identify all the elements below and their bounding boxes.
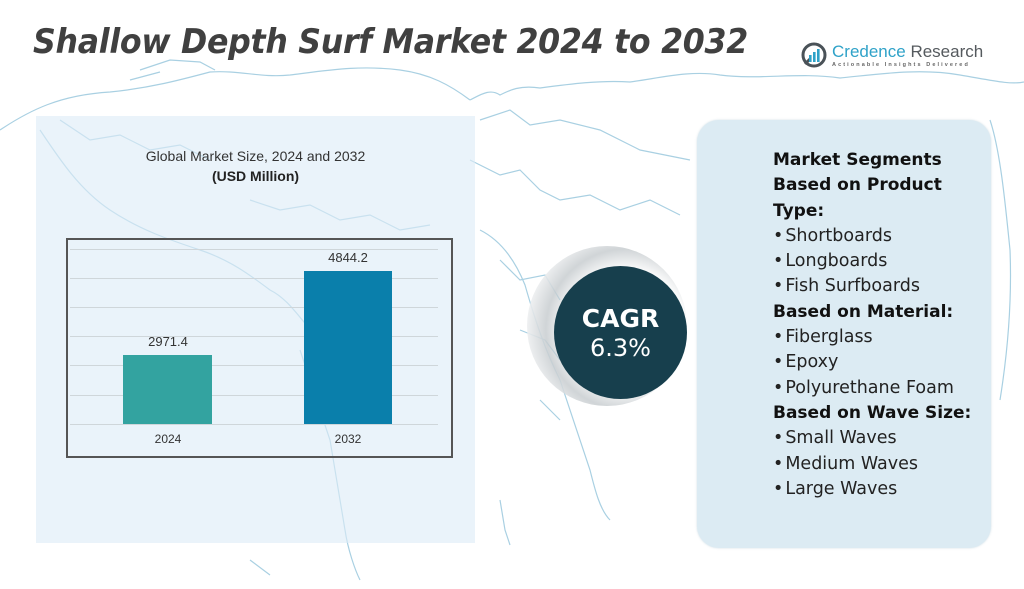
logo-name-part2: Research [905, 41, 984, 61]
cagr-badge: CAGR 6.3% [554, 266, 687, 399]
bar-category-2024: 2024 [154, 432, 182, 446]
page-title: Shallow Depth Surf Market 2024 to 2032 [33, 22, 748, 62]
gridline [70, 365, 438, 366]
product-type-heading-cont: Type: [773, 200, 825, 221]
logo-name-part1: Credence [832, 41, 906, 61]
baseline [70, 424, 438, 425]
bar-category-2032: 2032 [334, 432, 362, 446]
market-size-panel [36, 116, 475, 543]
gridline [70, 395, 438, 396]
segment-item: Shortboards [773, 224, 1013, 249]
product-type-heading: Based on Product [773, 175, 942, 196]
gridline [70, 307, 438, 308]
gridline [70, 336, 438, 337]
bar-chart-in-circle-icon [801, 42, 827, 68]
cagr-value: 6.3% [590, 333, 651, 362]
segments-heading: Market Segments [773, 150, 942, 170]
logo-tagline: Actionable Insights Delivered [832, 61, 970, 68]
segment-item: Epoxy [773, 350, 1013, 375]
bar-2024 [123, 355, 212, 424]
gridline [70, 249, 438, 250]
segment-item: Fish Surfboards [773, 274, 1013, 299]
chart-unit: (USD Million) [211, 168, 300, 184]
chart-frame [66, 238, 453, 458]
wave-size-heading: Based on Wave Size: [773, 402, 972, 423]
gridline [70, 278, 438, 279]
chart-title: Global Market Size, 2024 and 2032 [145, 148, 366, 164]
segment-item: Polyurethane Foam [773, 376, 1013, 401]
bar-value-2032: 4844.2 [328, 250, 368, 265]
logo-name: Credence Research [832, 41, 984, 61]
bar-2032 [304, 271, 392, 424]
segment-item: Small Waves [773, 426, 1013, 451]
material-heading: Based on Material: [773, 301, 954, 322]
segment-item: Longboards [773, 249, 1013, 274]
segment-item: Medium Waves [773, 452, 1013, 477]
credence-research-logo: Credence Research Actionable Insights De… [801, 40, 983, 70]
bar-value-2024: 2971.4 [148, 334, 188, 349]
segment-item: Large Waves [773, 477, 1013, 502]
cagr-label: CAGR [581, 303, 660, 333]
market-segments-list: Market Segments Based on Product Type: S… [773, 148, 1013, 502]
segment-item: Fiberglass [773, 325, 1013, 350]
